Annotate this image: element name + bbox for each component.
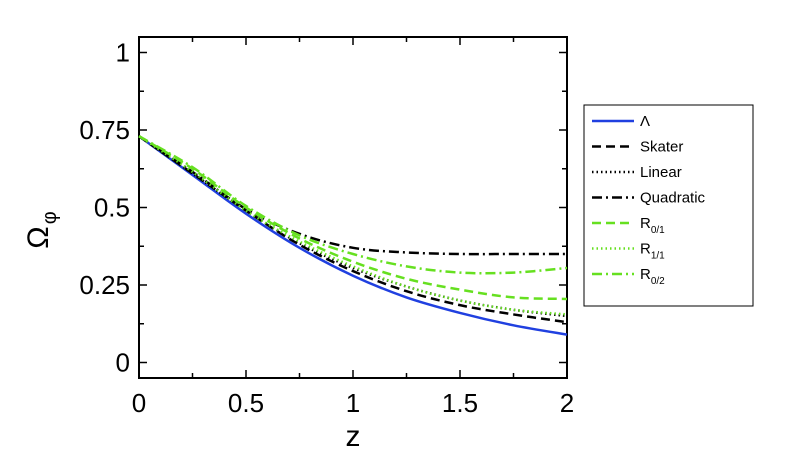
y-tick-label: 0.25 [79, 270, 130, 300]
series-line-4 [138, 135, 568, 301]
legend: Λ Skater Linear Quadratic R0/1 R1/1 R0/2 [583, 104, 754, 307]
legend-box [583, 104, 754, 307]
series-lines [138, 135, 568, 336]
x-tick-labels: 0 0.5 1 1.5 2 [132, 388, 574, 418]
y-tick-label: 0.75 [79, 115, 130, 145]
legend-label-2: Linear [640, 164, 682, 181]
axis-ticks [138, 37, 568, 378]
y-tick-label: 1 [116, 38, 130, 68]
x-tick-label: 2 [560, 388, 574, 418]
legend-label-6: R0/2 [640, 266, 665, 287]
x-axis-label: z [346, 420, 361, 453]
y-axis-label-sub: φ [39, 211, 61, 224]
y-tick-label: 0 [116, 348, 130, 378]
series-line-6 [138, 135, 568, 275]
legend-label-3: Quadratic [640, 190, 706, 207]
svg-text:Ωφ: Ωφ [22, 211, 61, 248]
y-tick-labels: 0 0.25 0.5 0.75 1 [79, 38, 130, 378]
legend-label-5: R1/1 [640, 241, 665, 262]
legend-label-0: Λ [640, 113, 650, 130]
y-axis-label: Ωφ [22, 211, 61, 248]
series-line-0 [138, 135, 568, 336]
x-tick-label: 1.5 [442, 388, 478, 418]
series-line-5 [138, 135, 568, 316]
x-tick-label: 1 [346, 388, 360, 418]
plot-frame [138, 36, 568, 379]
legend-label-4: R0/1 [640, 215, 665, 236]
y-axis-label-main: Ω [22, 226, 55, 248]
x-tick-label: 0 [132, 388, 146, 418]
legend-label-1: Skater [640, 139, 683, 156]
series-line-3 [138, 135, 567, 256]
x-tick-label: 0.5 [228, 388, 264, 418]
y-tick-label: 0.5 [94, 193, 130, 223]
